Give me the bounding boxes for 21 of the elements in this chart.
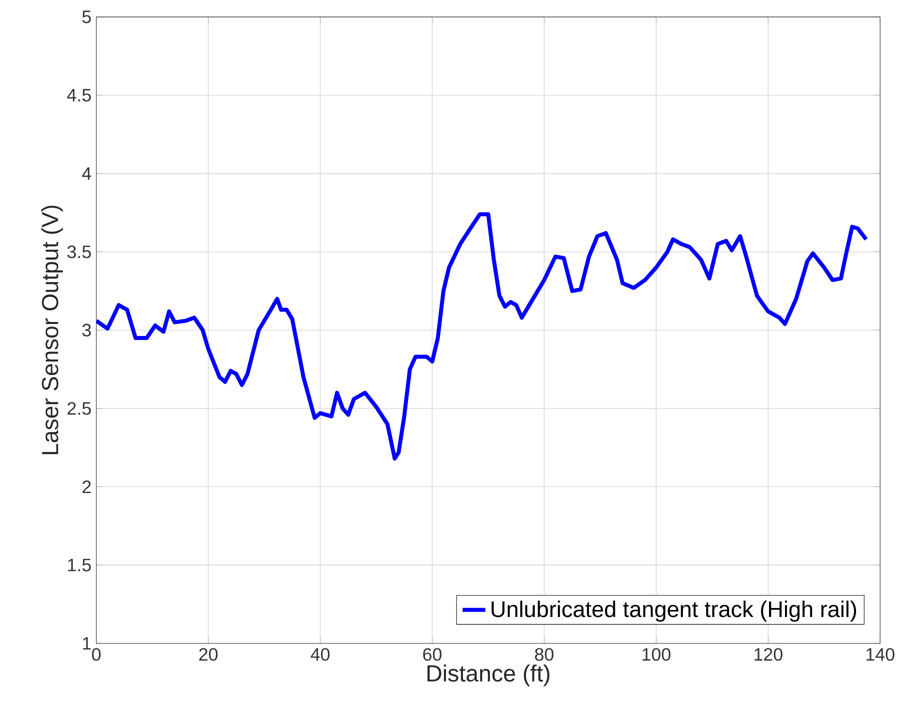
x-tick-label: 0 bbox=[92, 648, 101, 661]
x-tick-label: 140 bbox=[866, 648, 894, 661]
x-tick-label: 20 bbox=[199, 648, 218, 661]
y-tick-label: 4.5 bbox=[67, 88, 91, 102]
line-series bbox=[96, 212, 868, 461]
x-axis-title: Distance (ft) bbox=[428, 664, 550, 686]
x-tick-label: 60 bbox=[423, 648, 442, 661]
legend-label: Unlubricated tangent track (High rail) bbox=[492, 600, 856, 622]
y-axis-title: Laser Sensor Output (V) bbox=[41, 206, 63, 454]
x-tick-label: 120 bbox=[754, 648, 782, 661]
y-tick-label: 3 bbox=[82, 324, 91, 336]
y-tick-label: 3.5 bbox=[67, 245, 91, 258]
y-tick-label: 2 bbox=[82, 480, 91, 493]
y-tick-label: 2.5 bbox=[68, 402, 91, 415]
x-tick-label: 80 bbox=[535, 648, 554, 661]
y-tick-label: 1.5 bbox=[68, 558, 91, 572]
y-tick-label: 5 bbox=[82, 10, 91, 24]
y-tick-label: 4 bbox=[82, 167, 92, 180]
x-tick-label: 40 bbox=[310, 648, 330, 661]
y-tick-label: 1 bbox=[83, 637, 91, 650]
x-tick-label: 100 bbox=[642, 648, 670, 661]
